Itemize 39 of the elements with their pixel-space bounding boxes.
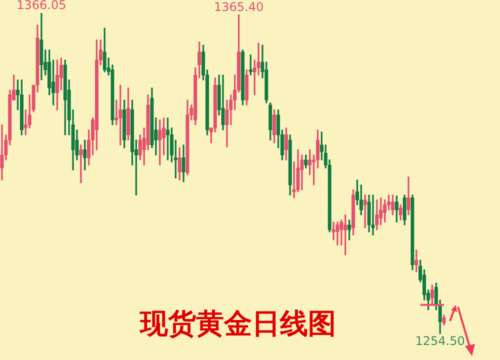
candlestick bbox=[122, 100, 126, 148]
candlestick bbox=[410, 194, 414, 270]
candlestick bbox=[351, 190, 356, 236]
candlestick bbox=[304, 154, 308, 168]
candlestick bbox=[394, 196, 398, 222]
candlestick bbox=[288, 134, 292, 196]
candlestick bbox=[55, 60, 60, 110]
candlestick bbox=[186, 100, 190, 176]
candlestick bbox=[367, 194, 371, 232]
candlestick bbox=[209, 128, 213, 144]
candlestick bbox=[0, 124, 4, 180]
annotation: 1365.40 bbox=[214, 0, 264, 14]
candlestick bbox=[332, 222, 336, 240]
candlestick bbox=[371, 194, 375, 236]
candlestick bbox=[213, 78, 217, 132]
candlestick bbox=[158, 120, 162, 166]
annotation: 1254.50 bbox=[415, 334, 465, 348]
candlestick bbox=[182, 144, 186, 182]
candlestick bbox=[406, 176, 410, 216]
candlestick bbox=[63, 60, 67, 136]
candlestick bbox=[20, 80, 24, 136]
candlestick bbox=[414, 250, 418, 272]
candlestick bbox=[402, 194, 406, 226]
candlestick bbox=[268, 102, 272, 140]
candlestick bbox=[284, 128, 288, 160]
candlestick bbox=[442, 314, 446, 326]
candlestick bbox=[24, 110, 28, 136]
candlestick bbox=[390, 194, 395, 216]
candlestick bbox=[336, 222, 340, 246]
annotation: 1366.05 bbox=[16, 0, 66, 12]
candlestick bbox=[40, 13, 44, 80]
candlestick bbox=[79, 144, 83, 184]
candlestick bbox=[272, 110, 276, 144]
candlestick bbox=[240, 50, 245, 106]
text: 现货黄金日线图 bbox=[140, 306, 336, 342]
candlestick bbox=[244, 70, 249, 106]
candlestick bbox=[221, 74, 225, 130]
candlestick bbox=[102, 28, 106, 72]
candlestick bbox=[375, 200, 379, 230]
